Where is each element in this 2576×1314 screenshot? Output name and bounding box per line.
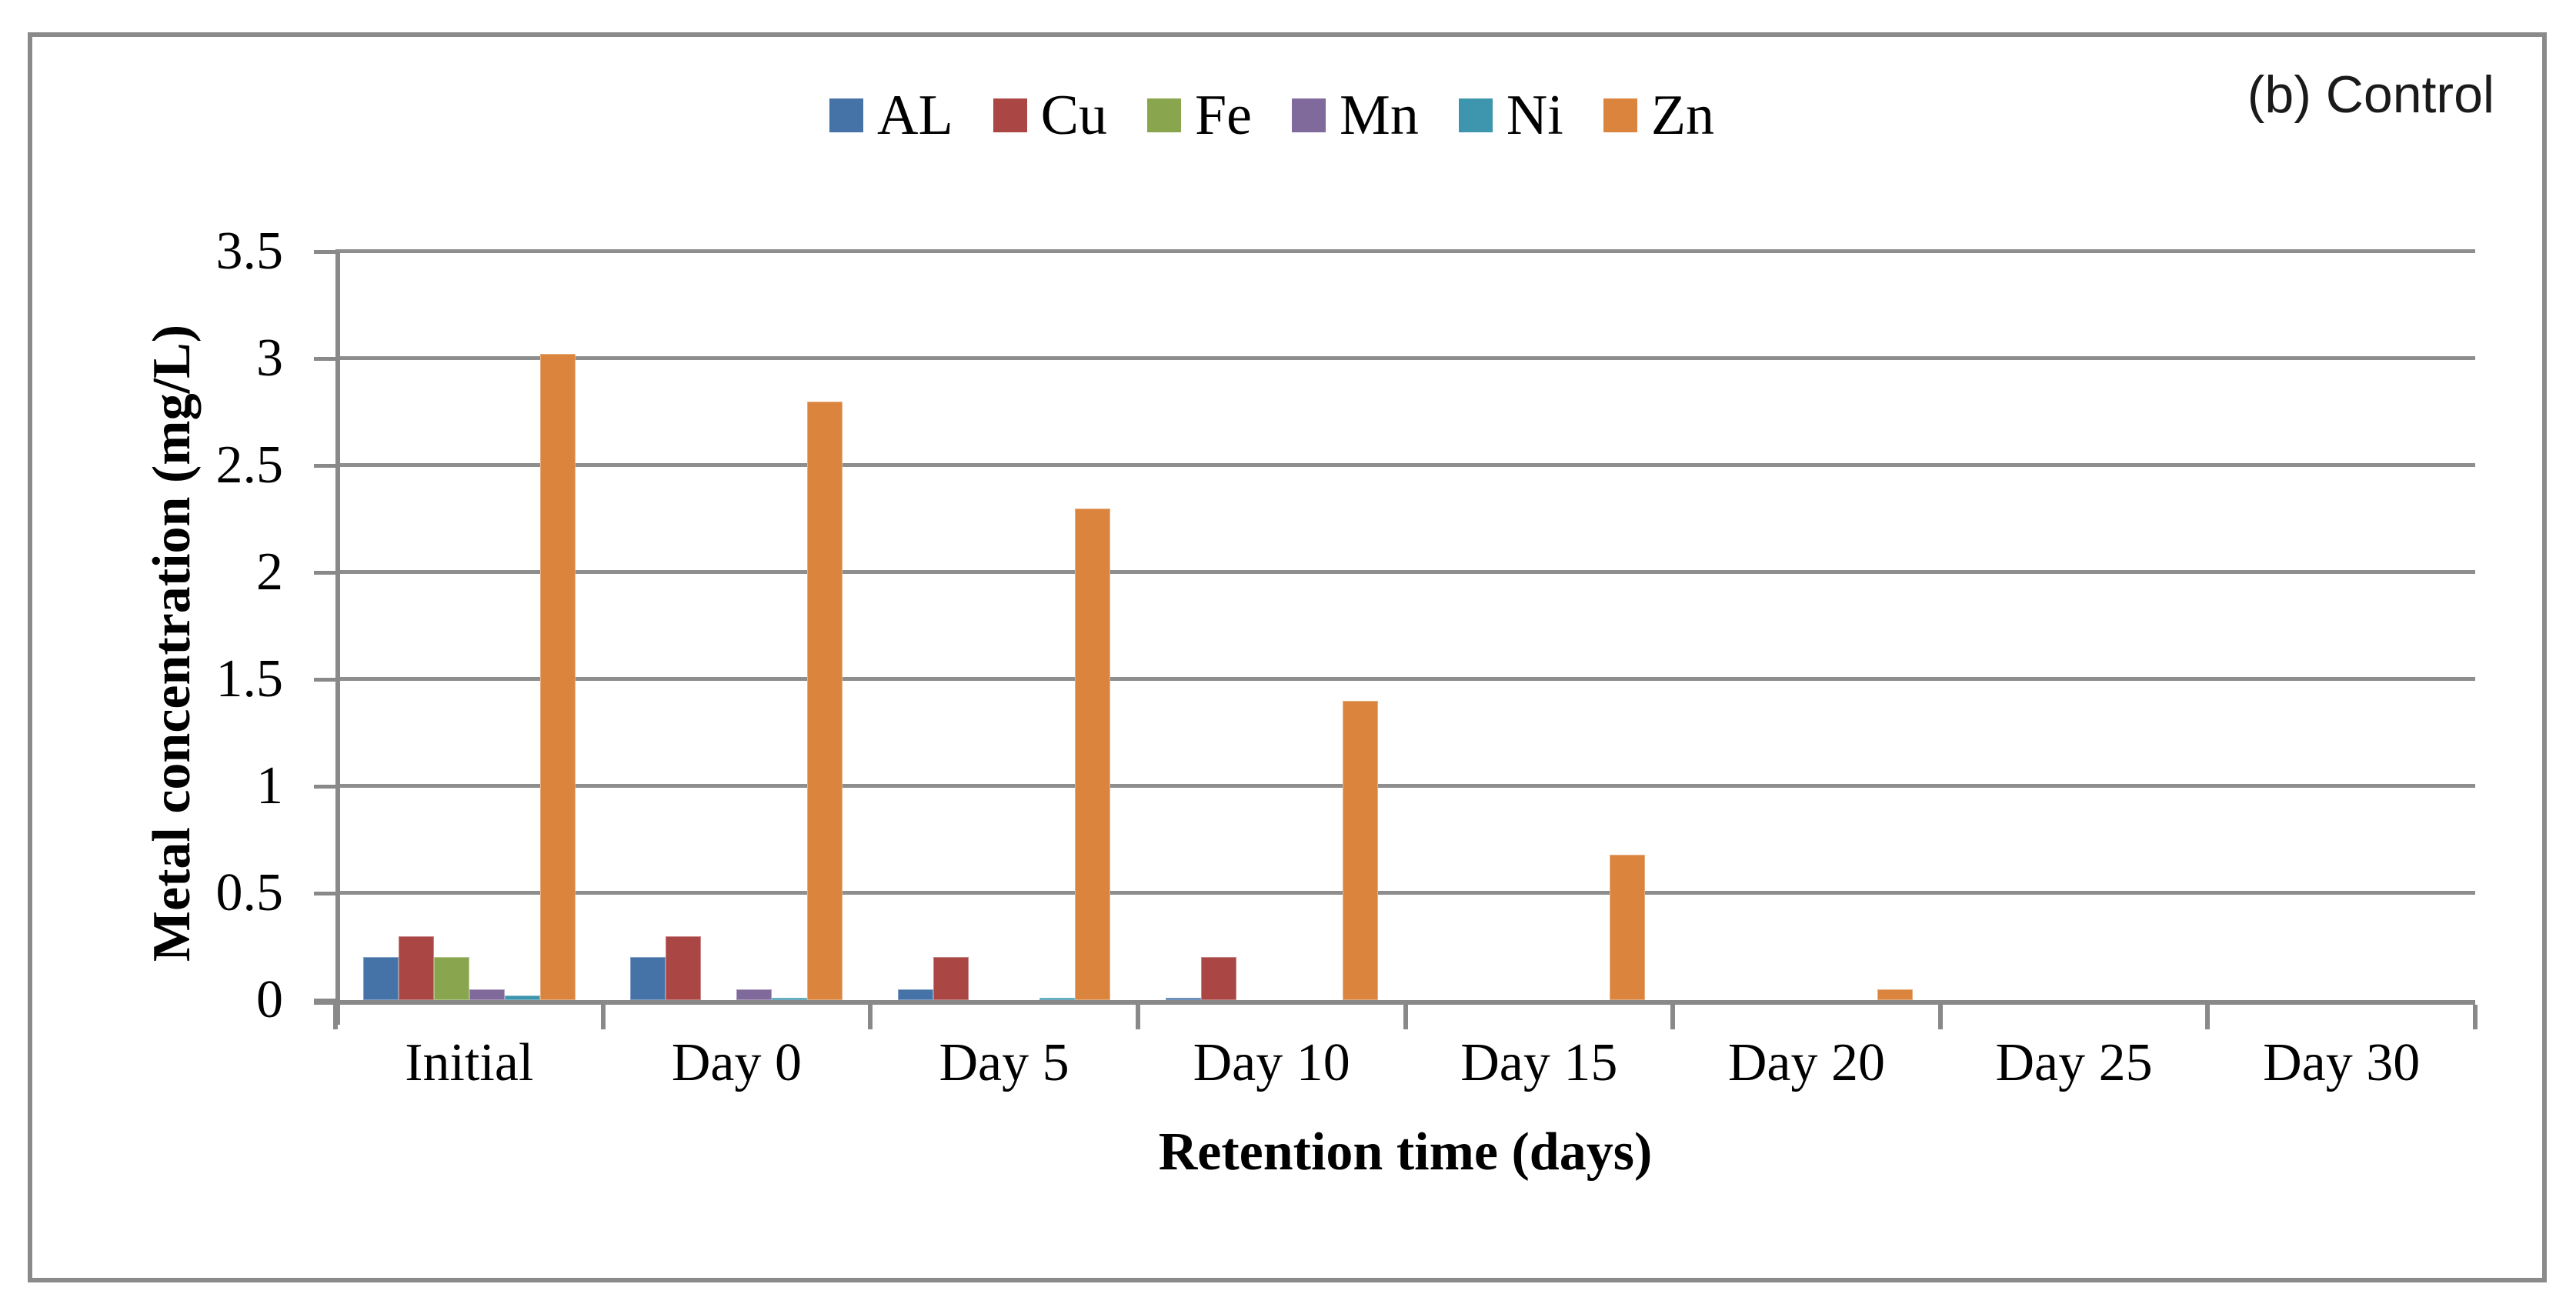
y-tick-label-1.5: 1.5 xyxy=(215,649,284,709)
y-tick-label-3: 3 xyxy=(256,328,283,388)
y-axis-line xyxy=(335,252,340,1025)
gridline-y-1.5 xyxy=(335,677,2475,681)
legend-label-Cu: Cu xyxy=(1040,84,1108,147)
bar-Zn-Day-20 xyxy=(1877,989,1913,1000)
y-axis-tick-3.5 xyxy=(314,250,335,254)
bar-AL-Initial xyxy=(362,957,399,1000)
bar-Zn-Day-10 xyxy=(1342,700,1378,1000)
gridline-y-0.5 xyxy=(335,891,2475,895)
y-tick-label-2.5: 2.5 xyxy=(215,435,284,495)
legend-label-Zn: Zn xyxy=(1650,84,1715,147)
y-tick-label-0: 0 xyxy=(256,970,283,1029)
bar-Zn-Day-15 xyxy=(1610,854,1646,1000)
x-axis-tick-1 xyxy=(600,1005,606,1029)
bar-Zn-Day-5 xyxy=(1075,508,1111,1000)
x-category-label-Day-10: Day 10 xyxy=(1193,1033,1350,1092)
bar-AL-Day-5 xyxy=(898,989,934,1000)
x-category-label-Day-30: Day 30 xyxy=(2263,1033,2421,1092)
legend-swatch-icon-AL xyxy=(829,98,863,132)
legend-swatch-icon-Zn xyxy=(1603,98,1637,132)
bar-Zn-Initial xyxy=(539,354,576,1000)
y-tick-label-3.5: 3.5 xyxy=(215,222,284,281)
x-axis-tick-7 xyxy=(2205,1005,2211,1029)
legend-item-Cu: Cu xyxy=(993,87,1107,144)
chart-title: (b) Control xyxy=(2247,65,2494,124)
legend-item-Mn: Mn xyxy=(1292,87,1419,144)
y-axis-tick-1.5 xyxy=(314,678,335,682)
x-axis-tick-8 xyxy=(2473,1005,2478,1029)
x-axis-tick-4 xyxy=(1403,1005,1408,1029)
chart-frame xyxy=(28,32,2547,1282)
legend-label-AL: AL xyxy=(877,84,953,147)
x-axis-tick-5 xyxy=(1670,1005,1676,1029)
bar-AL-Day-0 xyxy=(630,957,666,1000)
x-category-label-Day-25: Day 25 xyxy=(1995,1033,2153,1092)
gridline-y-3 xyxy=(335,356,2475,360)
y-axis-tick-0.5 xyxy=(314,892,335,895)
legend-label-Mn: Mn xyxy=(1340,84,1419,147)
legend-swatch-icon-Cu xyxy=(993,98,1027,132)
bar-Cu-Day-0 xyxy=(666,935,702,1000)
y-axis-tick-1 xyxy=(314,785,335,789)
x-axis-tick-3 xyxy=(1135,1005,1140,1029)
y-axis-tick-2 xyxy=(314,571,335,575)
y-tick-label-1: 1 xyxy=(256,756,283,815)
bar-AL-Day-10 xyxy=(1165,998,1201,1000)
legend-swatch-icon-Fe xyxy=(1147,98,1182,132)
gridline-y-1 xyxy=(335,784,2475,788)
bar-Fe-Initial xyxy=(433,957,469,1000)
legend-item-Ni: Ni xyxy=(1458,84,1563,147)
x-category-label-Day-15: Day 15 xyxy=(1460,1033,1618,1092)
legend-item-AL: AL xyxy=(829,87,953,144)
x-axis-line xyxy=(314,1000,2475,1005)
y-axis-tick-3 xyxy=(314,357,335,361)
bar-Cu-Initial xyxy=(398,935,434,1000)
bar-Mn-Initial xyxy=(469,989,505,1000)
legend-item-Zn: Zn xyxy=(1603,87,1714,144)
bar-Cu-Day-5 xyxy=(933,957,969,1000)
x-category-label-Initial: Initial xyxy=(405,1033,534,1092)
legend-label-Fe: Fe xyxy=(1195,84,1253,147)
legend-swatch-icon-Ni xyxy=(1458,98,1493,132)
x-axis-tick-2 xyxy=(868,1005,873,1029)
bar-Mn-Day-0 xyxy=(736,989,772,1000)
x-axis-title: Retention time (days) xyxy=(1158,1122,1653,1182)
y-tick-label-0.5: 0.5 xyxy=(215,863,284,922)
x-category-label-Day-20: Day 20 xyxy=(1727,1033,1885,1092)
legend-label-Ni: Ni xyxy=(1506,84,1563,147)
bar-Zn-Day-0 xyxy=(807,401,843,1000)
legend: AL Cu Fe Mn Ni Zn xyxy=(829,78,1714,152)
gridline-y-2.5 xyxy=(335,463,2475,467)
y-axis-tick-2.5 xyxy=(314,464,335,468)
legend-swatch-icon-Mn xyxy=(1292,98,1326,132)
bar-Cu-Day-10 xyxy=(1200,957,1236,1000)
x-category-label-Day-5: Day 5 xyxy=(939,1033,1069,1092)
bar-Ni-Day-5 xyxy=(1039,998,1076,1000)
y-tick-label-2: 2 xyxy=(256,542,283,602)
x-category-label-Day-0: Day 0 xyxy=(671,1033,802,1092)
plot-area xyxy=(335,249,2475,1000)
bar-Ni-Day-0 xyxy=(772,998,808,1000)
x-axis-tick-6 xyxy=(1937,1005,1943,1029)
gridline-y-2 xyxy=(335,570,2475,574)
bar-Ni-Initial xyxy=(504,996,540,1000)
legend-item-Fe: Fe xyxy=(1147,87,1252,144)
gridline-y-3.5 xyxy=(335,249,2475,253)
